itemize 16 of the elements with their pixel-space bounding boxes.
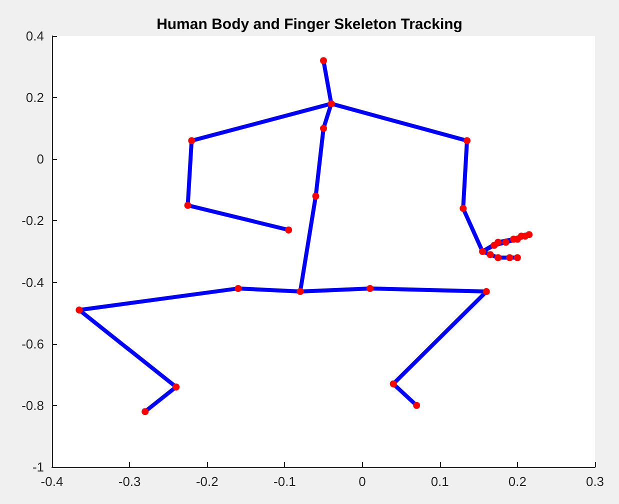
x-tick-label: -0.1 bbox=[274, 474, 296, 489]
y-tick-label: -0.8 bbox=[22, 398, 44, 413]
x-tick-label: 0.3 bbox=[586, 474, 604, 489]
y-tick-label: -0.4 bbox=[22, 274, 44, 290]
x-tick-label: 0 bbox=[358, 474, 366, 489]
y-tick-label: -0.2 bbox=[22, 213, 44, 228]
y-tick-label: 0.4 bbox=[26, 28, 44, 44]
y-tick-label: -0.6 bbox=[22, 336, 44, 352]
chart-title: Human Body and Finger Skeleton Tracking bbox=[156, 16, 462, 33]
x-tick-label: 0.2 bbox=[508, 474, 526, 489]
y-tick-label: 0 bbox=[36, 152, 44, 167]
y-tick-label: 0.2 bbox=[26, 90, 44, 106]
x-tick-label: 0.1 bbox=[430, 474, 449, 489]
x-tick-label: -0.3 bbox=[118, 474, 141, 489]
y-tick-label: -1 bbox=[32, 460, 44, 474]
x-tick-label: -0.2 bbox=[196, 474, 218, 489]
